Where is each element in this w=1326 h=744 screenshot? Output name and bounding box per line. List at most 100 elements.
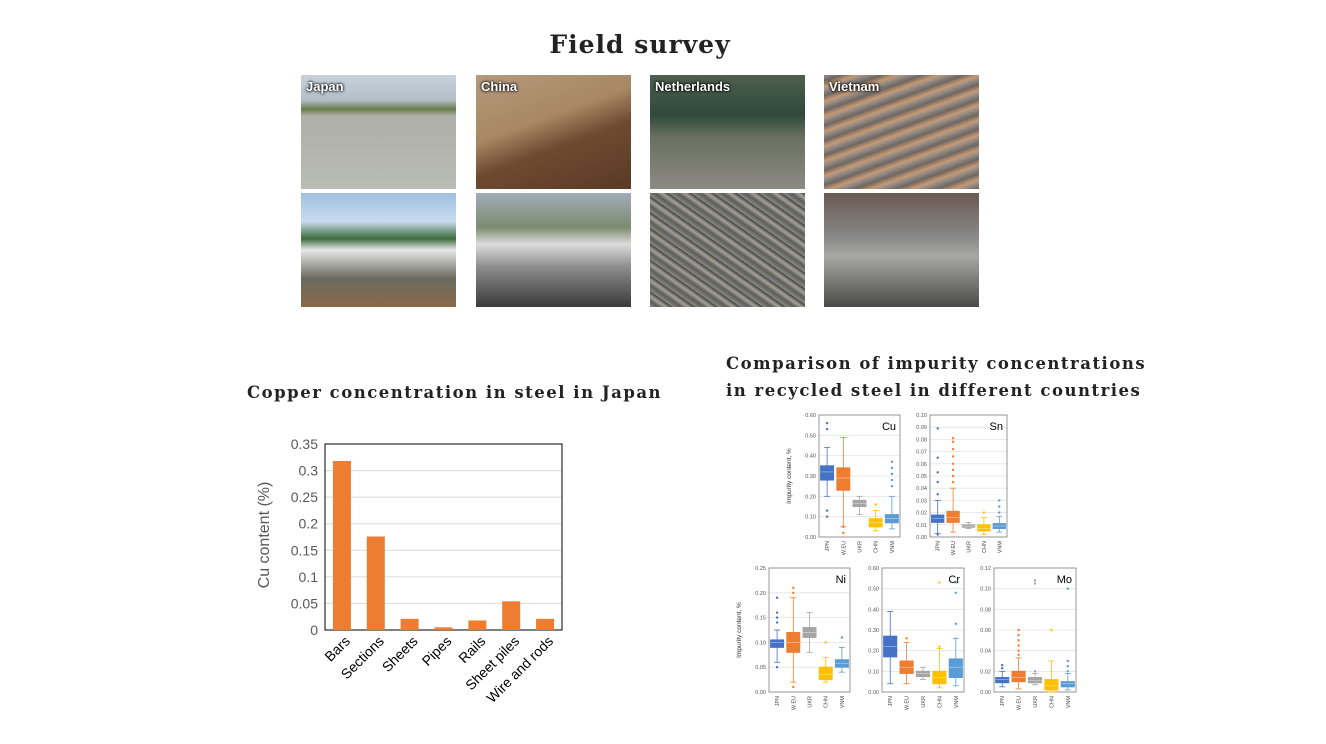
box-outlier	[1033, 579, 1037, 582]
box-outlier	[1001, 663, 1004, 667]
box-xtick-label: CHN	[982, 541, 988, 553]
bar-sheet-piles	[502, 601, 521, 630]
photo-caption-vietnam: Vietnam	[829, 79, 880, 94]
box-iqr-jpn	[820, 465, 835, 481]
box-outlier	[951, 480, 955, 484]
box-outlier	[775, 666, 779, 669]
box-outlier	[954, 581, 957, 584]
box-outlier	[825, 509, 829, 512]
box-xtick-label: JPN	[775, 696, 781, 706]
box-iqr-chn	[818, 666, 833, 681]
copper-bar-chart: Cu content (%) 0 0.05 0.1 0.15 0.2 0.25 0.3 0.3…	[256, 436, 563, 706]
box-ytick-label: 0.09	[916, 425, 927, 431]
box-outlier	[1066, 587, 1069, 590]
box-ytick-label: 0.10	[916, 413, 927, 419]
box-ytick-label: 0.00	[755, 690, 766, 696]
box-plot-frame	[768, 567, 851, 693]
box-ytick-label: 0.20	[868, 649, 879, 655]
box-outlier	[951, 462, 955, 465]
box-outlier	[936, 533, 939, 536]
box-ytick-label: 0.00	[980, 690, 991, 696]
photo-japan-scrap-yard: Japan	[301, 75, 456, 189]
box-outlier	[951, 455, 955, 458]
box-ytick-label: 0.03	[916, 498, 927, 504]
box-plot-cu: 0.00 0.10 0.20 0.30 0.40 0.50 0.60 Cu Impurity c…	[786, 413, 901, 555]
box-outlier	[938, 645, 941, 648]
box-iqr-jpn	[770, 639, 785, 648]
box-xtick-label: CHN	[824, 696, 830, 708]
box-xtick-label: W.EU	[951, 541, 957, 555]
photo-china-truck	[476, 193, 631, 307]
box-outlier	[998, 505, 1001, 508]
box-xtick-label: VNM	[840, 696, 846, 709]
bar-chart-ytick-label: 0.05	[291, 595, 318, 611]
box-ytick-label: 0.60	[868, 566, 879, 572]
box-outlier	[1017, 644, 1020, 647]
bar-chart-ytick-label: 0.35	[291, 436, 318, 452]
box-outlier	[792, 685, 795, 689]
photo-netherlands-rebar	[650, 193, 805, 307]
box-iqr-jpn	[995, 677, 1010, 684]
box-xtick-label: UKR	[808, 696, 814, 708]
box-outlier	[936, 456, 939, 459]
box-xtick-label: CHN	[1049, 696, 1055, 708]
box-plot-cr: 0.00 0.10 0.20 0.30 0.40 0.50 0.60 Cr JPN W.EU UKR…	[868, 566, 965, 710]
box-outlier	[1066, 670, 1069, 673]
box-outlier	[954, 622, 957, 625]
box-ytick-label: 0.10	[980, 587, 991, 593]
box-outlier	[936, 471, 939, 474]
box-element-label: Cr	[948, 574, 960, 586]
box-outlier	[890, 466, 894, 470]
box-xtick-label: UKR	[967, 541, 973, 553]
box-outlier	[1017, 628, 1020, 632]
photo-netherlands-plant: Netherlands	[650, 75, 805, 189]
box-ytick-label: 0.00	[916, 535, 927, 541]
copper-section-title: Copper concentration in steel in Japan	[247, 383, 663, 402]
box-outlier	[951, 447, 955, 451]
box-ytick-label: 0.06	[916, 462, 927, 468]
box-xtick-label: JPN	[825, 541, 831, 551]
box-outlier	[951, 440, 955, 444]
box-outlier	[792, 586, 795, 590]
box-ytick-label: 0.15	[755, 616, 766, 622]
box-xtick-label: CHN	[937, 696, 943, 708]
box-xtick-label: W.EU	[791, 696, 797, 710]
box-outlier	[890, 460, 894, 463]
box-ytick-label: 0.40	[868, 607, 879, 613]
box-ytick-label: 0.10	[868, 669, 879, 675]
box-iqr-weu	[946, 510, 960, 523]
box-ytick-label: 0.05	[755, 665, 766, 671]
box-plot-frame	[929, 414, 1008, 538]
bar-chart-ylabel: Cu content (%)	[256, 482, 273, 589]
box-ylabel: Impurity content, %	[786, 448, 793, 504]
box-outlier	[1033, 670, 1037, 673]
box-ytick-label: 0.20	[755, 591, 766, 597]
box-outlier	[840, 636, 844, 639]
photo-caption-netherlands: Netherlands	[655, 79, 731, 94]
photo-caption-japan: Japan	[306, 79, 344, 94]
box-ytick-label: 0.08	[916, 437, 927, 443]
page-title: Field survey	[549, 30, 731, 59]
box-outlier	[842, 525, 845, 529]
box-ytick-label: 0.30	[868, 628, 879, 634]
bar-chart-category-label: Sheets	[379, 633, 421, 675]
box-ytick-label: 0.40	[805, 454, 816, 460]
box-ytick-label: 0.07	[916, 450, 927, 456]
box-ytick-label: 0.20	[805, 494, 816, 500]
box-ytick-label: 0.30	[805, 474, 816, 480]
box-xtick-label: W.EU	[1017, 696, 1023, 710]
box-xtick-label: VNM	[954, 696, 960, 709]
box-iqr-chn	[977, 524, 991, 532]
photo-vietnam-steel-bars: Vietnam	[824, 75, 979, 189]
box-outlier	[982, 511, 986, 514]
box-outlier	[936, 493, 939, 496]
box-plot-sn: 0.00 0.01 0.02 0.03 0.04 0.05 0.06 0.07 0.08 0.09…	[916, 413, 1008, 555]
box-plot-frame	[993, 567, 1077, 693]
box-ytick-label: 0.50	[868, 587, 879, 593]
photo-vietnam-furnace	[824, 193, 979, 307]
box-xtick-label: VNM	[997, 541, 1003, 554]
box-element-label: Mo	[1057, 574, 1072, 586]
box-outlier	[998, 511, 1001, 514]
box-outlier	[1017, 649, 1020, 652]
box-iqr-ukr	[1027, 677, 1043, 684]
